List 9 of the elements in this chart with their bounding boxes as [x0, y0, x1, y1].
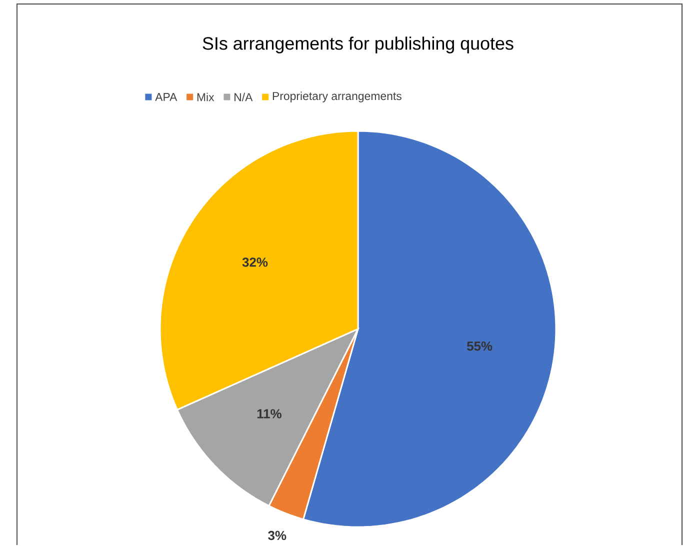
chart-title: SIs arrangements for publishing quotes — [202, 36, 514, 54]
data-label: 32% — [242, 258, 268, 268]
legend-label: APA — [155, 93, 178, 102]
legend-label: Mix — [197, 93, 214, 102]
legend-label: N/A — [234, 93, 253, 102]
legend-label: Proprietary arrangements — [272, 92, 402, 103]
data-label: 3% — [268, 531, 286, 540]
data-label: 55% — [467, 342, 492, 351]
data-label: 11% — [257, 409, 282, 419]
